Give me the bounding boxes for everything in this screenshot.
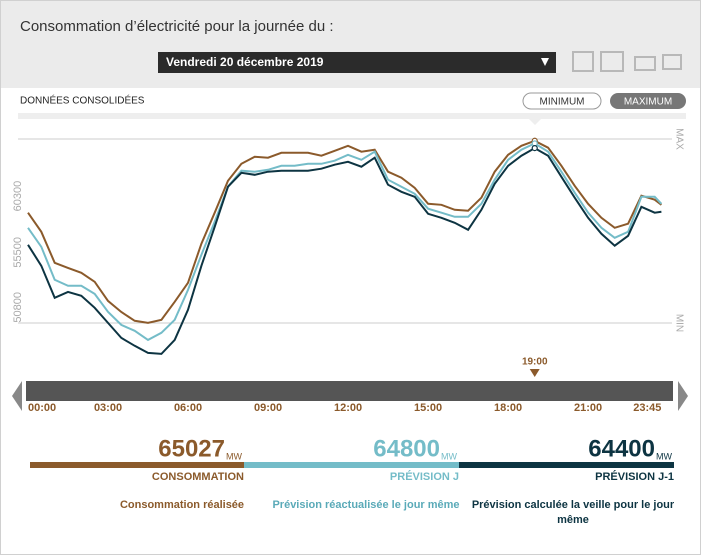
desc-1: Consommation réalisée <box>119 499 245 511</box>
slider-right[interactable] <box>678 381 688 411</box>
date-text: Vendredi 20 décembre 2019 <box>166 55 324 69</box>
summary-label: CONSOMMATION <box>152 471 244 483</box>
x-tick-label: 00:00 <box>28 402 56 414</box>
cursor-dot <box>531 144 538 152</box>
mail-icon[interactable] <box>634 56 656 71</box>
max-button[interactable] <box>610 93 686 109</box>
summary-unit: MW <box>441 451 457 461</box>
x-tick-label: 23:45 <box>633 402 661 414</box>
status-label: DONNÉES CONSOLIDÉES <box>20 94 145 107</box>
summary-label: PRÉVISION J <box>390 470 459 483</box>
time-slider[interactable] <box>26 381 673 401</box>
series-line <box>27 139 663 324</box>
min-button-label: MINIMUM <box>540 97 585 108</box>
calendar-icon[interactable] <box>572 51 594 72</box>
x-tick-label: 09:00 <box>254 402 282 414</box>
series-line <box>27 146 662 355</box>
header-title: Consommation d’électricité pour la journ… <box>20 18 334 35</box>
print-icon[interactable] <box>662 54 682 70</box>
summary-value: 65027 <box>158 435 225 462</box>
x-tick-label: 15:00 <box>414 402 442 414</box>
y-tick-label: 50800 <box>12 292 24 323</box>
x-tick-label: 21:00 <box>574 402 602 414</box>
desc-3: Prévision calculée la veille pour le jou… <box>471 499 675 526</box>
calendar-a-icon[interactable] <box>600 51 624 72</box>
slider-left[interactable] <box>12 381 22 411</box>
cursor-label: 19:00 <box>522 357 548 368</box>
date-select[interactable] <box>158 52 556 73</box>
tool-icons <box>572 51 682 72</box>
x-tick-label: 06:00 <box>174 402 202 414</box>
x-tick-label: 18:00 <box>494 402 522 414</box>
max-label: MAX <box>673 128 684 150</box>
series-line <box>27 142 663 342</box>
cursor-marker <box>529 369 540 377</box>
summary-unit: MW <box>226 451 242 461</box>
summary-unit: MW <box>656 451 672 461</box>
min-label: MIN <box>673 314 684 332</box>
x-tick-label: 03:00 <box>94 402 122 414</box>
x-tick-label: 12:00 <box>334 402 362 414</box>
header-bg <box>1 1 700 88</box>
max-button-label: MAXIMUM <box>624 97 672 108</box>
summary-bar <box>30 462 244 468</box>
y-tick-label: 55500 <box>12 237 24 268</box>
plot: 50800 55500 60300 19:00 00:00 03:00 06:00 09:00… <box>12 137 674 483</box>
summary-label: PRÉVISION J-1 <box>595 470 674 483</box>
summary-value: 64400 <box>588 435 655 462</box>
summary-value: 64800 <box>373 435 440 462</box>
strip-notch <box>529 119 541 125</box>
min-button[interactable] <box>522 92 602 110</box>
y-tick-label: 60300 <box>12 181 24 212</box>
desc-2: Prévision réactualisée le jour même <box>272 499 460 511</box>
summary-bar <box>459 462 674 468</box>
top-strip <box>18 113 686 119</box>
summary-bar <box>244 462 459 468</box>
select-arrow <box>541 58 549 66</box>
